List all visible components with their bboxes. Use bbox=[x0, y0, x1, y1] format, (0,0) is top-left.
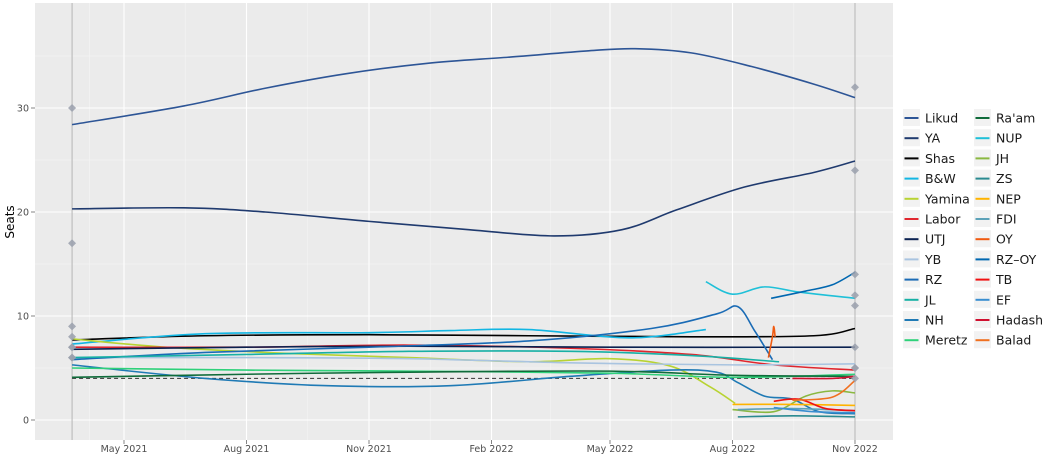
legend-label: Meretz bbox=[925, 333, 968, 348]
legend-label: JL bbox=[924, 292, 936, 307]
election-result-marker bbox=[850, 291, 859, 300]
legend-label: RZ bbox=[925, 272, 942, 287]
series-line-likud bbox=[71, 47, 856, 126]
x-tick-label: Aug 2022 bbox=[710, 444, 756, 455]
legend-label: NH bbox=[925, 313, 944, 328]
series-line-oy bbox=[767, 325, 776, 358]
series-line-b-w bbox=[72, 328, 706, 345]
y-tick-label: 10 bbox=[17, 312, 29, 323]
x-tick-label: Aug 2021 bbox=[224, 444, 270, 455]
legend-label: UTJ bbox=[925, 232, 945, 247]
series-line-ef bbox=[773, 406, 856, 414]
election-result-marker bbox=[850, 83, 859, 92]
legend-label: YB bbox=[924, 252, 941, 267]
series-lines bbox=[71, 47, 856, 418]
election-result-marker bbox=[850, 374, 859, 383]
y-axis-label: Seats bbox=[3, 205, 17, 238]
legend-label: Shas bbox=[925, 151, 955, 166]
election-result-marker bbox=[850, 364, 859, 372]
series-line-yb bbox=[72, 356, 856, 366]
series-line-shas bbox=[72, 327, 856, 341]
y-axis: 0 10 20 30 bbox=[17, 104, 35, 427]
legend-label: NEP bbox=[996, 191, 1021, 206]
series-line-tb bbox=[773, 398, 856, 412]
legend-label: Balad bbox=[996, 333, 1031, 348]
election-result-marker bbox=[68, 332, 77, 341]
x-tick-label: Feb 2022 bbox=[469, 444, 513, 455]
series-line-hadash bbox=[792, 375, 856, 380]
series-line-ya bbox=[72, 160, 856, 237]
election-result-marker bbox=[68, 104, 77, 112]
election-results bbox=[68, 83, 859, 383]
legend-label: EF bbox=[996, 292, 1011, 307]
legend-label: TB bbox=[995, 272, 1012, 287]
x-tick-label: May 2022 bbox=[587, 444, 634, 455]
legend: Likud YA Shas B&W Yamina Labor UTJ YB RZ JL NH Mere… bbox=[903, 109, 1043, 349]
y-tick-label: 20 bbox=[17, 208, 29, 219]
series-line-rz bbox=[72, 305, 774, 361]
election-result-marker bbox=[68, 322, 77, 331]
series-line-rz-oy bbox=[770, 271, 856, 300]
x-tick-label: Nov 2021 bbox=[346, 444, 392, 455]
legend-label: Hadash bbox=[996, 313, 1043, 328]
legend-label: FDI bbox=[996, 212, 1017, 227]
x-tick-label: May 2021 bbox=[101, 444, 148, 455]
legend-label: Ra'am bbox=[996, 111, 1035, 126]
election-result-marker bbox=[68, 343, 77, 352]
x-tick-label: Nov 2022 bbox=[832, 444, 878, 455]
legend-label: YA bbox=[924, 131, 941, 146]
election-result-marker bbox=[850, 166, 859, 175]
legend-label: Labor bbox=[925, 212, 961, 227]
x-axis: May 2021 Aug 2021 Nov 2021 Feb 2022 May 2022… bbox=[101, 440, 878, 455]
series-line-ra-am bbox=[72, 370, 856, 379]
legend-label: Likud bbox=[925, 111, 958, 126]
legend-label: OY bbox=[996, 232, 1013, 247]
series-line-jh bbox=[732, 390, 856, 414]
election-result-marker bbox=[850, 343, 859, 352]
legend-label: NUP bbox=[996, 131, 1022, 146]
series-line-nep bbox=[732, 403, 856, 407]
y-tick-label: 30 bbox=[17, 104, 29, 115]
y-tick-label: 0 bbox=[23, 416, 29, 427]
legend-label: Yamina bbox=[924, 191, 970, 206]
series-line-nup bbox=[705, 280, 856, 300]
legend-label: JH bbox=[995, 151, 1009, 166]
legend-label: B&W bbox=[925, 171, 956, 186]
election-result-marker bbox=[68, 239, 77, 248]
series-line-jl bbox=[72, 350, 780, 363]
election-result-marker bbox=[68, 353, 77, 362]
plot-panel bbox=[35, 3, 893, 440]
legend-label: RZ–OY bbox=[996, 252, 1037, 267]
legend-label: ZS bbox=[996, 171, 1013, 186]
series-line-balad bbox=[792, 379, 856, 402]
series-line-zs bbox=[737, 415, 856, 418]
election-result-marker bbox=[850, 270, 859, 279]
election-result-marker bbox=[850, 301, 859, 310]
